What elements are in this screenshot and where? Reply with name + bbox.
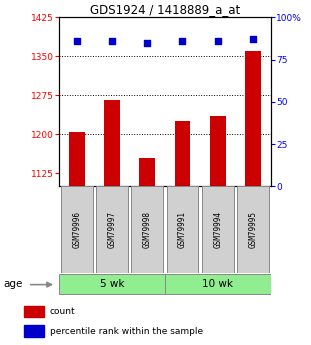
Point (145, 40, 150, 45)
Text: GSM79994: GSM79994 (213, 211, 222, 248)
Text: age: age (3, 279, 22, 289)
Text: 10 wk: 10 wk (202, 279, 233, 289)
Text: GSM79995: GSM79995 (248, 211, 258, 248)
Text: GSM79998: GSM79998 (143, 211, 152, 248)
Bar (210, 116, 225, 186)
Bar (59, 274, 165, 294)
Bar (245, 51, 261, 186)
Text: 5 wk: 5 wk (100, 279, 124, 289)
Title: GDS1924 / 1418889_a_at: GDS1924 / 1418889_a_at (90, 3, 240, 16)
Bar (131, 186, 163, 273)
Text: GSM79996: GSM79996 (72, 211, 81, 248)
Bar (139, 158, 155, 186)
Text: percentile rank within the sample: percentile rank within the sample (50, 326, 203, 336)
Point (180, 38, 185, 44)
Bar (104, 100, 120, 186)
Bar (237, 186, 269, 273)
Point (74, 38, 79, 44)
Bar (202, 186, 234, 273)
Bar (24, 306, 44, 317)
Bar (96, 186, 128, 273)
Bar (61, 186, 93, 273)
Bar (174, 121, 190, 186)
Text: GSM79997: GSM79997 (108, 211, 116, 248)
Bar (167, 186, 198, 273)
Point (250, 37, 255, 42)
Point (215, 38, 220, 44)
Bar (24, 325, 44, 337)
Bar (165, 274, 271, 294)
Bar (69, 132, 85, 186)
Text: GSM79991: GSM79991 (178, 211, 187, 248)
Text: count: count (50, 307, 75, 316)
Point (109, 38, 114, 44)
